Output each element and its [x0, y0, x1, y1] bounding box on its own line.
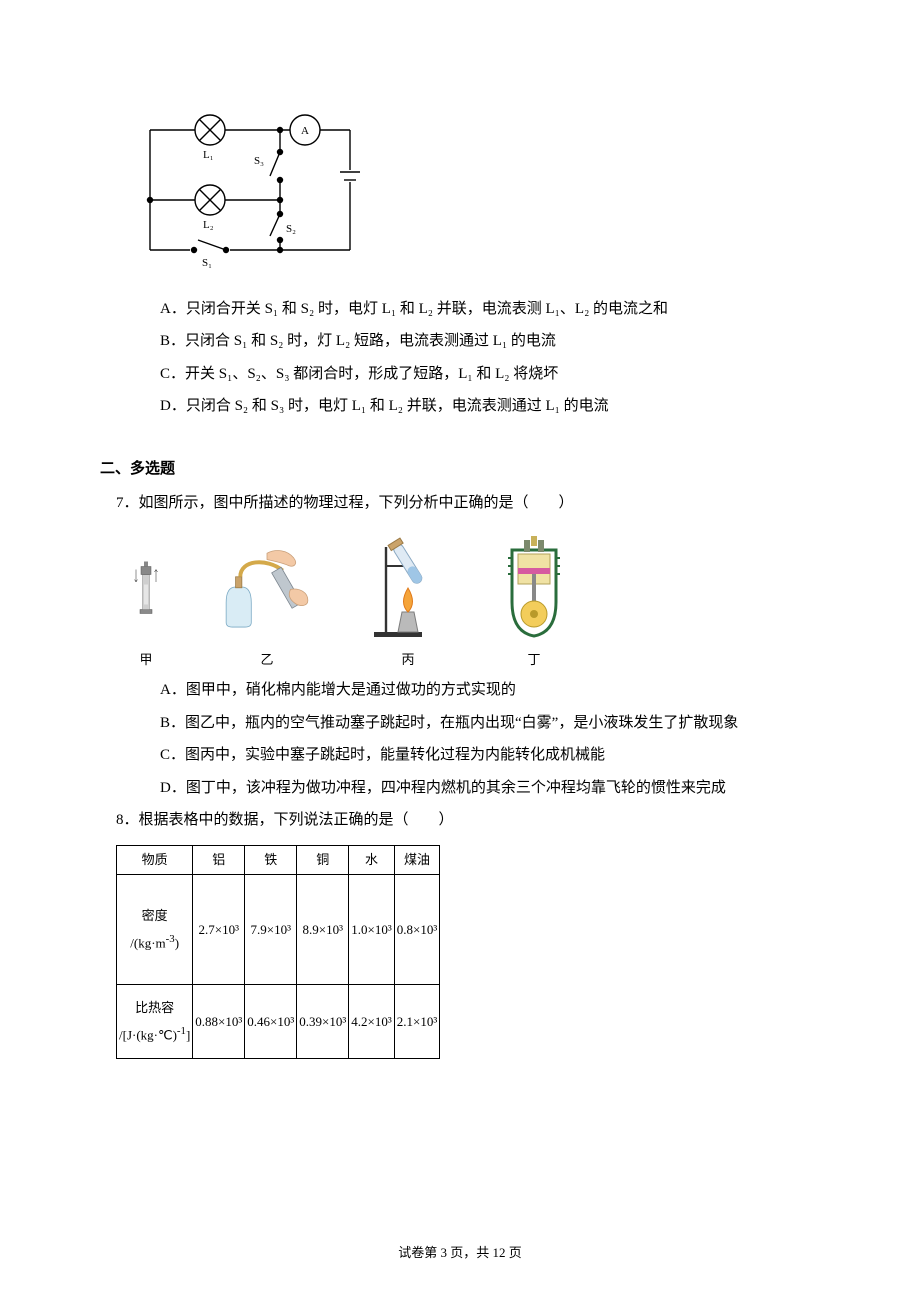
- th-cu: 铜: [297, 845, 349, 875]
- figcap-bing: 丙: [401, 648, 414, 673]
- q7-options: A．图甲中，硝化棉内能增大是通过做功的方式实现的 B．图乙中，瓶内的空气推动塞子…: [160, 676, 820, 802]
- density-al: 2.7×10³: [193, 875, 245, 985]
- shc-fe: 0.46×10³: [245, 985, 297, 1059]
- s1-label: S₁: [202, 257, 212, 269]
- shc-row: 比热容/[J·(kg·℃)-1] 0.88×10³ 0.46×10³ 0.39×…: [117, 985, 440, 1059]
- q6-option-c: C．开关 S₁、S₂、S₃ 都闭合时，形成了短路，L₁ 和 L₂ 将烧坏: [160, 360, 820, 389]
- q6-option-b: B．只闭合 S₁ 和 S₂ 时，灯 L₂ 短路，电流表测通过 L₁ 的电流: [160, 327, 820, 356]
- q7-stem: 7．如图所示，图中所描述的物理过程，下列分析中正确的是（ ）: [116, 489, 820, 518]
- density-water: 1.0×10³: [349, 875, 394, 985]
- l1-label: L₁: [203, 149, 214, 161]
- shc-water: 4.2×10³: [349, 985, 394, 1059]
- shc-cu: 0.39×10³: [297, 985, 349, 1059]
- th-substance: 物质: [117, 845, 193, 875]
- th-al: 铝: [193, 845, 245, 875]
- th-fe: 铁: [245, 845, 297, 875]
- q7-option-c: C．图丙中，实验中塞子跳起时，能量转化过程为内能转化成机械能: [160, 741, 820, 770]
- circuit-svg: A S₁ L₁ L₂: [130, 110, 370, 270]
- shc-label: 比热容/[J·(kg·℃)-1]: [117, 985, 193, 1059]
- figcap-jia: 甲: [139, 648, 152, 673]
- l2-label: L₂: [203, 219, 214, 231]
- figcap-ding: 丁: [527, 648, 540, 673]
- figcap-yi: 乙: [260, 648, 273, 673]
- s2-label: S₂: [286, 223, 296, 235]
- density-fe: 7.9×10³: [245, 875, 297, 985]
- q6-circuit-figure: A S₁ L₁ L₂: [130, 110, 820, 281]
- fig-jia: 甲: [126, 532, 166, 673]
- page-footer: 试卷第 3 页，共 12 页: [0, 1241, 920, 1266]
- shc-kero: 2.1×10³: [394, 985, 439, 1059]
- q8-stem: 8．根据表格中的数据，下列说法正确的是（ ）: [116, 806, 820, 835]
- shc-al: 0.88×10³: [193, 985, 245, 1059]
- q7-option-b: B．图乙中，瓶内的空气推动塞子跳起时，在瓶内出现“白雾”，是小液珠发生了扩散现象: [160, 709, 820, 738]
- th-kerosene: 煤油: [394, 845, 439, 875]
- fig-ding: 丁: [494, 532, 574, 673]
- ammeter-label: A: [301, 125, 309, 137]
- q8-table: 物质 铝 铁 铜 水 煤油 密度/(kg·m-3) 2.7×10³ 7.9×10…: [116, 845, 440, 1060]
- q7-figures: 甲 乙: [126, 532, 820, 673]
- q7-option-d: D．图丁中，该冲程为做功冲程，四冲程内燃机的其余三个冲程均靠飞轮的惯性来完成: [160, 774, 820, 803]
- fig-yi: 乙: [212, 532, 322, 673]
- s3-label: S₃: [254, 155, 264, 167]
- section-2-title: 二、多选题: [100, 455, 820, 484]
- q6-options: A．只闭合开关 S₁ 和 S₂ 时，电灯 L₁ 和 L₂ 并联，电流表测 L₁、…: [160, 295, 820, 421]
- table-header-row: 物质 铝 铁 铜 水 煤油: [117, 845, 440, 875]
- th-water: 水: [349, 845, 394, 875]
- density-cu: 8.9×10³: [297, 875, 349, 985]
- q6-option-d: D．只闭合 S₂ 和 S₃ 时，电灯 L₁ 和 L₂ 并联，电流表测通过 L₁ …: [160, 392, 820, 421]
- density-kero: 0.8×10³: [394, 875, 439, 985]
- fig-bing: 丙: [368, 532, 448, 673]
- q7-option-a: A．图甲中，硝化棉内能增大是通过做功的方式实现的: [160, 676, 820, 705]
- q6-option-a: A．只闭合开关 S₁ 和 S₂ 时，电灯 L₁ 和 L₂ 并联，电流表测 L₁、…: [160, 295, 820, 324]
- density-label: 密度/(kg·m-3): [117, 875, 193, 985]
- density-row: 密度/(kg·m-3) 2.7×10³ 7.9×10³ 8.9×10³ 1.0×…: [117, 875, 440, 985]
